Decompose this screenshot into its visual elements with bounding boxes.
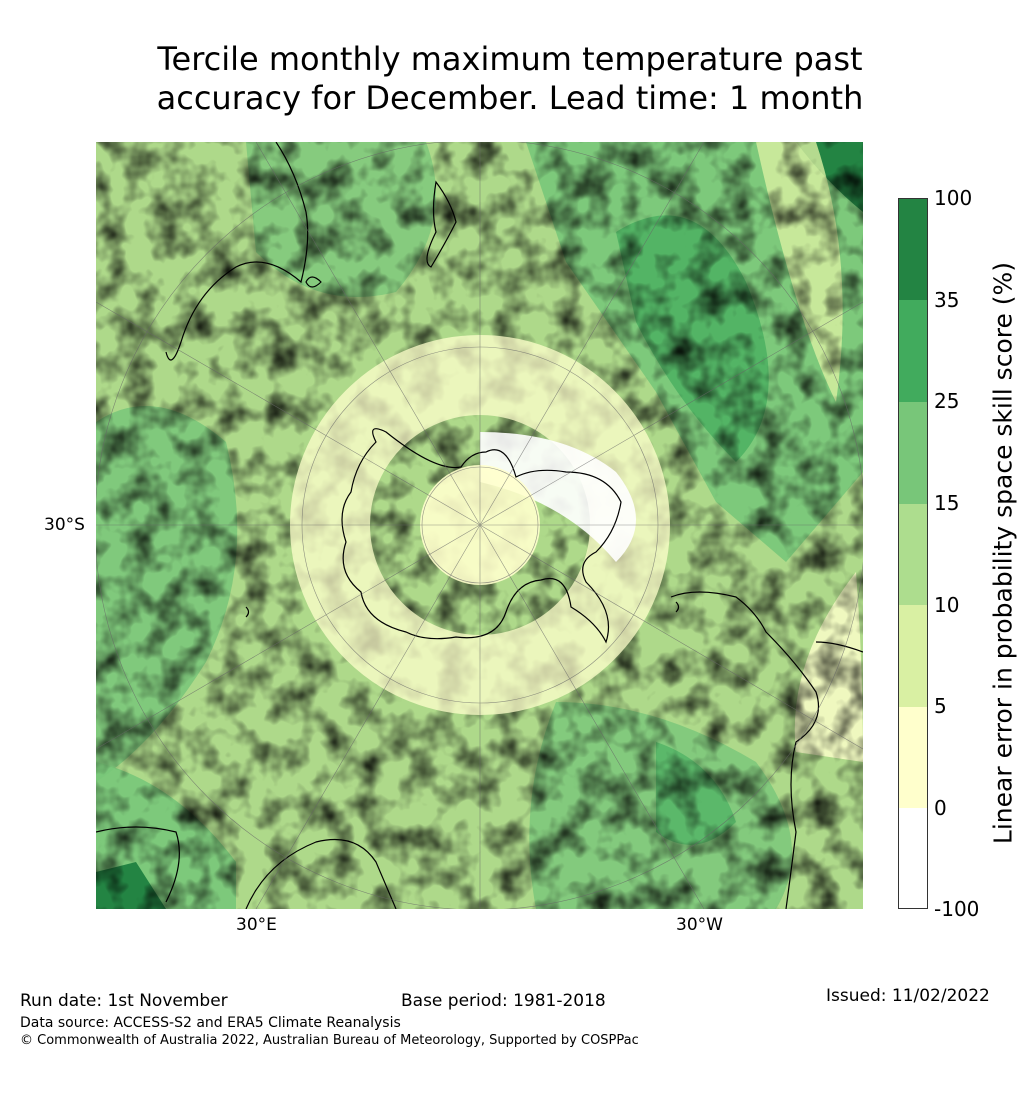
colorbar-tick: 100 [934, 186, 973, 210]
colorbar-bin-0-5 [899, 707, 927, 808]
colorbar-bin-15-25 [899, 402, 927, 504]
data-source: Data source: ACCESS-S2 and ERA5 Climate … [20, 1015, 401, 1031]
colorbar-label: Linear error in probability space skill … [988, 261, 1018, 845]
lat-label-30s: 30°S [44, 515, 85, 535]
title-line-1: Tercile monthly maximum temperature past [157, 40, 863, 78]
low-skill-patch [480, 432, 636, 562]
antarctica-outline [341, 428, 622, 644]
run-date: Run date: 1st November [20, 991, 228, 1011]
base-period: Base period: 1981-2018 [401, 991, 606, 1011]
colorbar-bin-25-35 [899, 300, 927, 402]
polar-skill-map [96, 142, 863, 909]
chart-title: Tercile monthly maximum temperature past… [0, 40, 1020, 118]
copyright: © Commonwealth of Australia 2022, Austra… [20, 1033, 639, 1048]
map-canvas [96, 142, 863, 909]
colorbar-tick: 35 [934, 288, 960, 312]
colorbar-tick: -100 [934, 897, 980, 921]
coastlines [96, 142, 863, 909]
colorbar [898, 198, 928, 909]
colorbar-bin-5-10 [899, 605, 927, 707]
colorbar-tick: 10 [934, 593, 960, 617]
title-line-2: accuracy for December. Lead time: 1 mont… [156, 79, 864, 117]
issued-date: Issued: 11/02/2022 [826, 986, 990, 1006]
colorbar-bin-35-100 [899, 199, 927, 300]
colorbar-tick: 5 [934, 694, 947, 718]
colorbar-tick: 15 [934, 491, 960, 515]
colorbar-bin-neg100-0 [899, 808, 927, 908]
colorbar-tick: 25 [934, 389, 960, 413]
colorbar-tick: 0 [934, 796, 947, 820]
lon-label-30w: 30°W [676, 915, 723, 935]
lon-label-30e: 30°E [236, 915, 277, 935]
graticule [96, 142, 863, 909]
colorbar-bin-10-15 [899, 504, 927, 605]
